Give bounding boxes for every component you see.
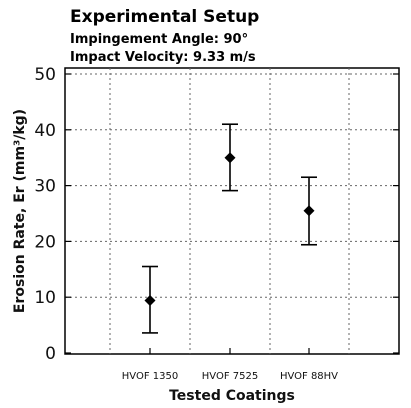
y-axis-ticks: 0 10 20 30 40 50 (34, 65, 399, 364)
x-category-label: HVOF 7525 (202, 371, 258, 382)
setup-angle: Impingement Angle: 90° (70, 32, 248, 47)
setup-title: Experimental Setup (70, 7, 259, 27)
data-points (142, 123, 317, 334)
data-point-diamond (144, 295, 156, 307)
y-axis-label: Erosion Rate, Er (mm³/kg) (12, 109, 28, 313)
x-axis-categories: HVOF 1350 HVOF 7525 HVOF 88HV (122, 348, 338, 382)
y-tick-label: 50 (34, 65, 56, 85)
y-tick-label: 10 (34, 288, 56, 308)
data-point-diamond (303, 205, 315, 217)
setup-velocity: Impact Velocity: 9.33 m/s (70, 50, 256, 65)
y-tick-label: 40 (34, 121, 56, 141)
x-category-label: HVOF 88HV (280, 371, 338, 382)
x-category-label: HVOF 1350 (122, 371, 178, 382)
grid-lines (65, 68, 399, 354)
data-point-diamond (224, 152, 236, 164)
plot-area (64, 67, 400, 355)
y-tick-label: 30 (34, 177, 56, 197)
x-axis-label: Tested Coatings (169, 388, 295, 404)
y-tick-label: 0 (45, 344, 56, 364)
y-tick-label: 20 (34, 232, 56, 252)
